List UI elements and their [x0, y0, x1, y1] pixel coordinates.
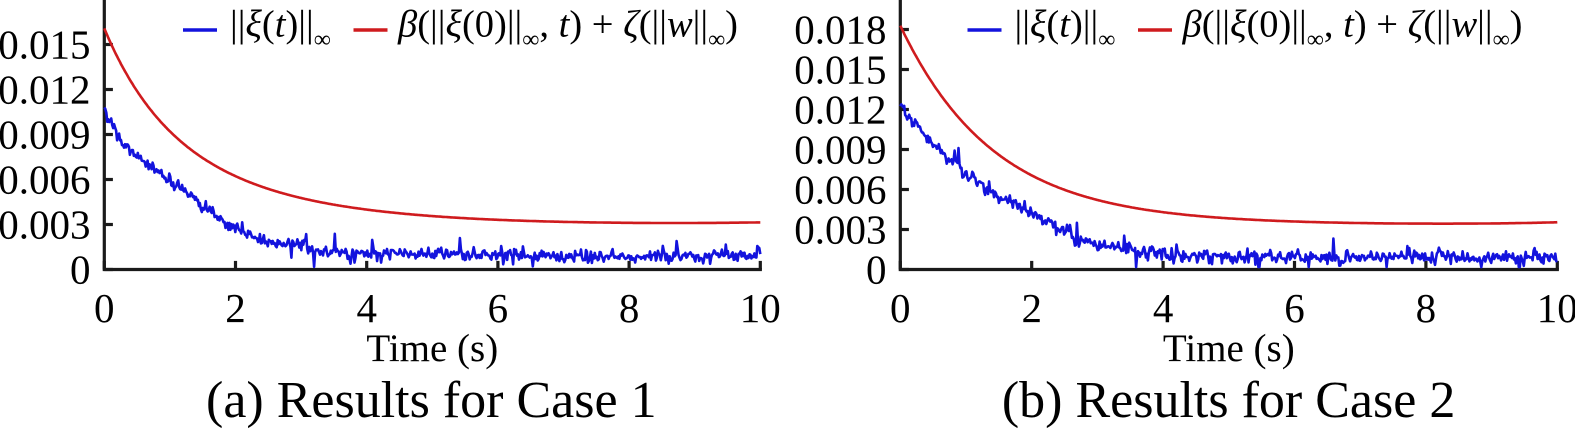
svg-text:6: 6: [1284, 285, 1305, 331]
svg-text:8: 8: [1416, 285, 1437, 331]
svg-text:β(||ξ(0)||∞, t) + ζ(||w||∞): β(||ξ(0)||∞, t) + ζ(||w||∞): [1182, 4, 1523, 54]
svg-text:0.015: 0.015: [794, 47, 886, 93]
svg-text:(b) Results for Case 2: (b) Results for Case 2: [1002, 372, 1455, 429]
svg-text:||ξ(t)||∞: ||ξ(t)||∞: [230, 4, 331, 54]
svg-text:0.012: 0.012: [794, 87, 886, 133]
svg-text:8: 8: [619, 285, 640, 331]
svg-text:6: 6: [488, 285, 509, 331]
svg-text:0.012: 0.012: [0, 67, 91, 113]
svg-text:(a) Results for Case 1: (a) Results for Case 1: [206, 372, 657, 429]
svg-text:β(||ξ(0)||∞, t) + ζ(||w||∞): β(||ξ(0)||∞, t) + ζ(||w||∞): [397, 4, 738, 54]
svg-text:0.018: 0.018: [794, 7, 886, 53]
svg-text:2: 2: [1021, 285, 1042, 331]
svg-text:Time (s): Time (s): [1163, 327, 1295, 370]
svg-text:0: 0: [890, 285, 911, 331]
svg-text:0.015: 0.015: [0, 22, 91, 68]
svg-text:10: 10: [1537, 285, 1575, 331]
svg-text:4: 4: [1153, 285, 1174, 331]
svg-text:4: 4: [356, 285, 377, 331]
svg-text:0: 0: [94, 285, 115, 331]
svg-text:0: 0: [70, 247, 91, 293]
svg-text:0.003: 0.003: [0, 202, 91, 248]
svg-text:10: 10: [740, 285, 781, 331]
svg-text:Time (s): Time (s): [366, 327, 498, 370]
svg-text:0.006: 0.006: [794, 167, 886, 213]
svg-text:0: 0: [866, 247, 887, 293]
svg-text:0.009: 0.009: [794, 127, 886, 173]
svg-text:0.006: 0.006: [0, 157, 91, 203]
svg-text:0.003: 0.003: [794, 207, 886, 253]
svg-text:0.009: 0.009: [0, 112, 91, 158]
svg-text:2: 2: [225, 285, 246, 331]
